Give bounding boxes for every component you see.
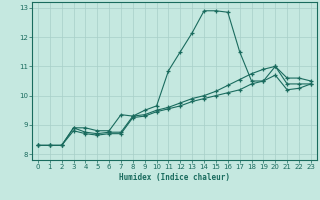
X-axis label: Humidex (Indice chaleur): Humidex (Indice chaleur) <box>119 173 230 182</box>
